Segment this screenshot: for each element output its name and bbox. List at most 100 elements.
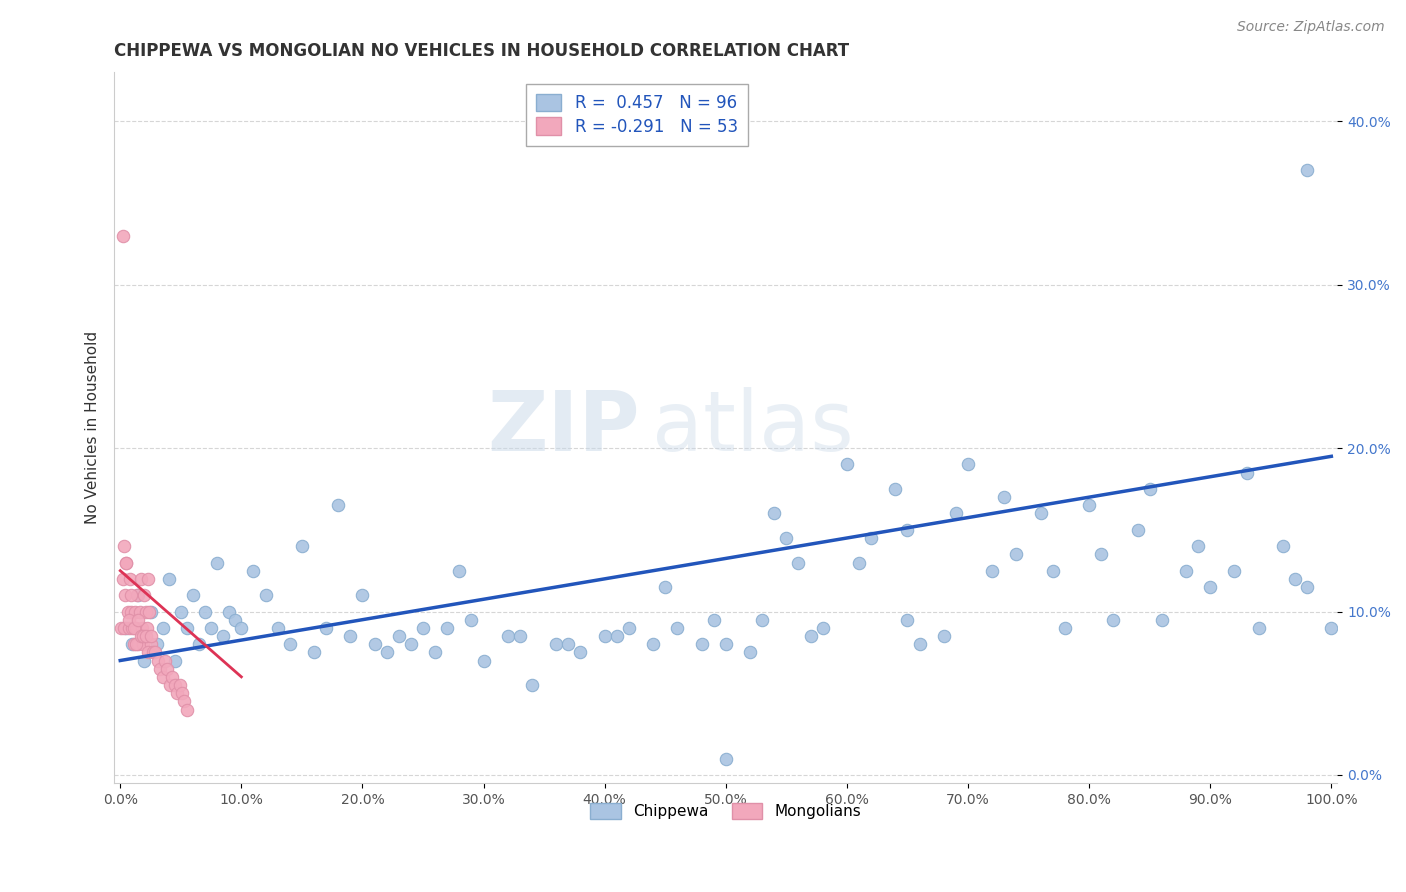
Point xyxy=(122,637,145,651)
Point xyxy=(375,645,398,659)
Point xyxy=(278,637,301,651)
Point xyxy=(115,621,138,635)
Point xyxy=(159,678,181,692)
Point xyxy=(132,629,155,643)
Point xyxy=(460,613,482,627)
Point xyxy=(339,629,361,643)
Point xyxy=(152,670,174,684)
Point xyxy=(800,629,823,643)
Point xyxy=(993,490,1015,504)
Point xyxy=(509,629,531,643)
Point xyxy=(412,621,434,635)
Point xyxy=(1102,613,1125,627)
Point xyxy=(163,653,186,667)
Point xyxy=(1187,539,1209,553)
Point xyxy=(127,613,149,627)
Point xyxy=(569,645,592,659)
Point xyxy=(557,637,579,651)
Point xyxy=(1247,621,1270,635)
Point xyxy=(139,605,162,619)
Point xyxy=(848,556,870,570)
Point xyxy=(1126,523,1149,537)
Point xyxy=(388,629,411,643)
Point xyxy=(149,662,172,676)
Point xyxy=(1223,564,1246,578)
Point xyxy=(254,588,277,602)
Point xyxy=(315,621,337,635)
Point xyxy=(908,637,931,651)
Point xyxy=(763,507,786,521)
Point xyxy=(127,588,149,602)
Point xyxy=(152,621,174,635)
Point xyxy=(956,458,979,472)
Point xyxy=(176,621,198,635)
Point xyxy=(617,621,640,635)
Point xyxy=(128,605,150,619)
Point xyxy=(242,564,264,578)
Point xyxy=(157,572,180,586)
Point xyxy=(703,613,725,627)
Point xyxy=(1320,621,1343,635)
Point xyxy=(352,588,374,602)
Point xyxy=(1029,507,1052,521)
Point xyxy=(363,637,385,651)
Point xyxy=(606,629,628,643)
Point xyxy=(114,588,136,602)
Point xyxy=(125,621,148,635)
Point xyxy=(775,531,797,545)
Point xyxy=(1139,482,1161,496)
Point xyxy=(811,621,834,635)
Point xyxy=(714,751,737,765)
Point xyxy=(139,637,162,651)
Point xyxy=(194,605,217,619)
Point xyxy=(111,572,134,586)
Point xyxy=(860,531,883,545)
Point xyxy=(751,613,773,627)
Text: Source: ZipAtlas.com: Source: ZipAtlas.com xyxy=(1237,20,1385,34)
Point xyxy=(593,629,616,643)
Point xyxy=(1078,499,1101,513)
Point xyxy=(138,605,160,619)
Point xyxy=(120,588,142,602)
Point xyxy=(1005,547,1028,561)
Point xyxy=(156,662,179,676)
Point xyxy=(115,556,138,570)
Point xyxy=(896,613,918,627)
Point xyxy=(1042,564,1064,578)
Point xyxy=(423,645,446,659)
Point xyxy=(118,613,141,627)
Point xyxy=(146,653,169,667)
Point xyxy=(173,694,195,708)
Point xyxy=(112,621,135,635)
Point xyxy=(218,605,240,619)
Point xyxy=(125,637,148,651)
Point xyxy=(120,605,142,619)
Point xyxy=(1284,572,1306,586)
Point xyxy=(136,645,159,659)
Point xyxy=(1296,163,1319,178)
Text: ZIP: ZIP xyxy=(488,387,640,468)
Point xyxy=(1053,621,1076,635)
Point xyxy=(181,588,204,602)
Point xyxy=(835,458,858,472)
Point xyxy=(131,621,153,635)
Point xyxy=(129,629,152,643)
Point xyxy=(118,621,141,635)
Point xyxy=(666,621,689,635)
Point xyxy=(200,621,222,635)
Point xyxy=(1090,547,1112,561)
Point xyxy=(1236,466,1258,480)
Point xyxy=(135,605,157,619)
Point xyxy=(449,564,471,578)
Point xyxy=(118,572,141,586)
Point xyxy=(145,637,167,651)
Point xyxy=(129,572,152,586)
Point xyxy=(112,539,135,553)
Point xyxy=(169,678,191,692)
Point xyxy=(135,629,157,643)
Legend: Chippewa, Mongolians: Chippewa, Mongolians xyxy=(585,797,868,825)
Point xyxy=(1271,539,1294,553)
Point xyxy=(690,637,713,651)
Point xyxy=(176,702,198,716)
Y-axis label: No Vehicles in Household: No Vehicles in Household xyxy=(86,331,100,524)
